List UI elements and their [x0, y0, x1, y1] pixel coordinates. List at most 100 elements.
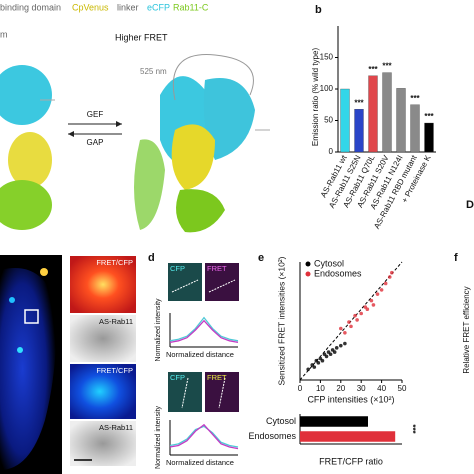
point — [324, 354, 329, 359]
point — [343, 341, 347, 346]
image-tile — [70, 315, 136, 362]
image-tile — [70, 256, 136, 313]
x-tick-label: 50 — [398, 384, 407, 393]
x-tick-label: 40 — [377, 384, 386, 393]
axis-label: Normalized intensity — [155, 298, 162, 362]
line — [169, 316, 239, 342]
point — [375, 292, 380, 296]
point — [369, 298, 374, 303]
legend-label: Cytosol — [314, 258, 344, 268]
panel-label: e — [258, 252, 264, 264]
header-text: Rab11-C — [173, 2, 209, 12]
point — [316, 361, 321, 365]
x-tick-label: 0 — [298, 384, 303, 393]
panel-label: f — [454, 252, 458, 264]
point — [339, 343, 343, 348]
image-tile — [205, 263, 239, 301]
y-tick-label: 150 — [320, 53, 334, 62]
protein-right — [134, 54, 270, 233]
panel-label: d — [148, 252, 155, 264]
line — [169, 423, 239, 450]
point — [371, 303, 376, 307]
significance: *** — [408, 424, 417, 434]
bar — [354, 109, 364, 153]
equilibrium-arrows — [68, 121, 122, 137]
tile-label: CFP — [170, 264, 185, 273]
cell-image — [0, 255, 62, 474]
point — [359, 311, 364, 316]
point — [387, 275, 392, 279]
axis-label: Emission ratio (% wild type) — [311, 48, 320, 147]
tile-label: CFP — [170, 373, 185, 382]
header-text: binding domain — [0, 2, 61, 12]
x-tick-label: 30 — [357, 384, 366, 393]
point — [306, 367, 310, 372]
protein-left — [0, 65, 55, 230]
y-tick-label: Endosomes — [248, 431, 296, 441]
significance: *** — [410, 94, 420, 103]
y-tick-label: 0 — [329, 147, 334, 156]
gef-label: GEF — [87, 110, 104, 119]
legend-marker — [305, 271, 311, 277]
point — [353, 313, 357, 318]
panel-label: b — [315, 4, 322, 16]
gap-label: GAP — [87, 138, 104, 147]
line — [169, 319, 239, 344]
image-tile — [168, 372, 202, 412]
point — [328, 352, 333, 357]
point — [365, 307, 370, 312]
header-text: CpVenus — [72, 2, 109, 12]
legend-marker — [305, 261, 311, 267]
point — [383, 281, 388, 286]
image-tile — [70, 364, 136, 419]
tile-label: AS-Rab11 — [99, 423, 133, 432]
significance: *** — [368, 65, 378, 74]
bar — [396, 88, 406, 153]
axis-label: Relative FRET efficiency — [462, 286, 471, 373]
line — [169, 425, 239, 448]
significance: *** — [424, 112, 434, 121]
tile-label: FRET — [207, 264, 227, 273]
header-text: linker — [117, 2, 139, 12]
bar — [382, 72, 392, 153]
image-tile — [205, 372, 239, 412]
x-tick-label: 20 — [336, 384, 345, 393]
y-tick-label: 50 — [324, 116, 333, 125]
point — [339, 326, 343, 331]
x-tick-label: 10 — [316, 384, 325, 393]
axis-label: Normalized intensity — [155, 405, 162, 469]
point — [332, 350, 337, 354]
image-tile — [70, 421, 136, 466]
point — [312, 365, 317, 369]
state-label: Higher FRET — [115, 32, 168, 42]
bar — [424, 122, 434, 153]
tile-label: FRET/CFP — [96, 258, 133, 267]
tile-label: FRET — [207, 373, 227, 382]
point — [334, 346, 339, 350]
y-tick-label: Cytosol — [266, 416, 296, 426]
axis-label: Normalized distance — [166, 458, 234, 467]
significance: *** — [354, 98, 364, 107]
legend-label: Endosomes — [314, 268, 362, 278]
bar — [410, 104, 420, 153]
point — [349, 324, 353, 329]
axis-label: CFP intensities (×10²) — [307, 394, 394, 404]
bar — [300, 416, 368, 427]
point — [347, 320, 351, 324]
header-text: m — [0, 29, 8, 39]
fit-line — [299, 261, 403, 381]
axis-label: FRET/CFP ratio — [319, 456, 383, 466]
edge-fragment: D — [466, 199, 474, 211]
tile-label: AS-Rab11 — [99, 317, 133, 326]
point — [343, 331, 347, 335]
bar — [368, 75, 378, 153]
point — [320, 358, 325, 363]
axis-label: Normalized distance — [166, 350, 234, 359]
point — [355, 318, 359, 322]
image-tile — [168, 263, 202, 301]
y-tick-label: 100 — [320, 84, 334, 93]
axis-label: Sensitized FRET intensities (×10²) — [276, 256, 286, 385]
header-text: eCFP — [147, 2, 170, 12]
wavelength-label: 525 nm — [140, 67, 167, 76]
